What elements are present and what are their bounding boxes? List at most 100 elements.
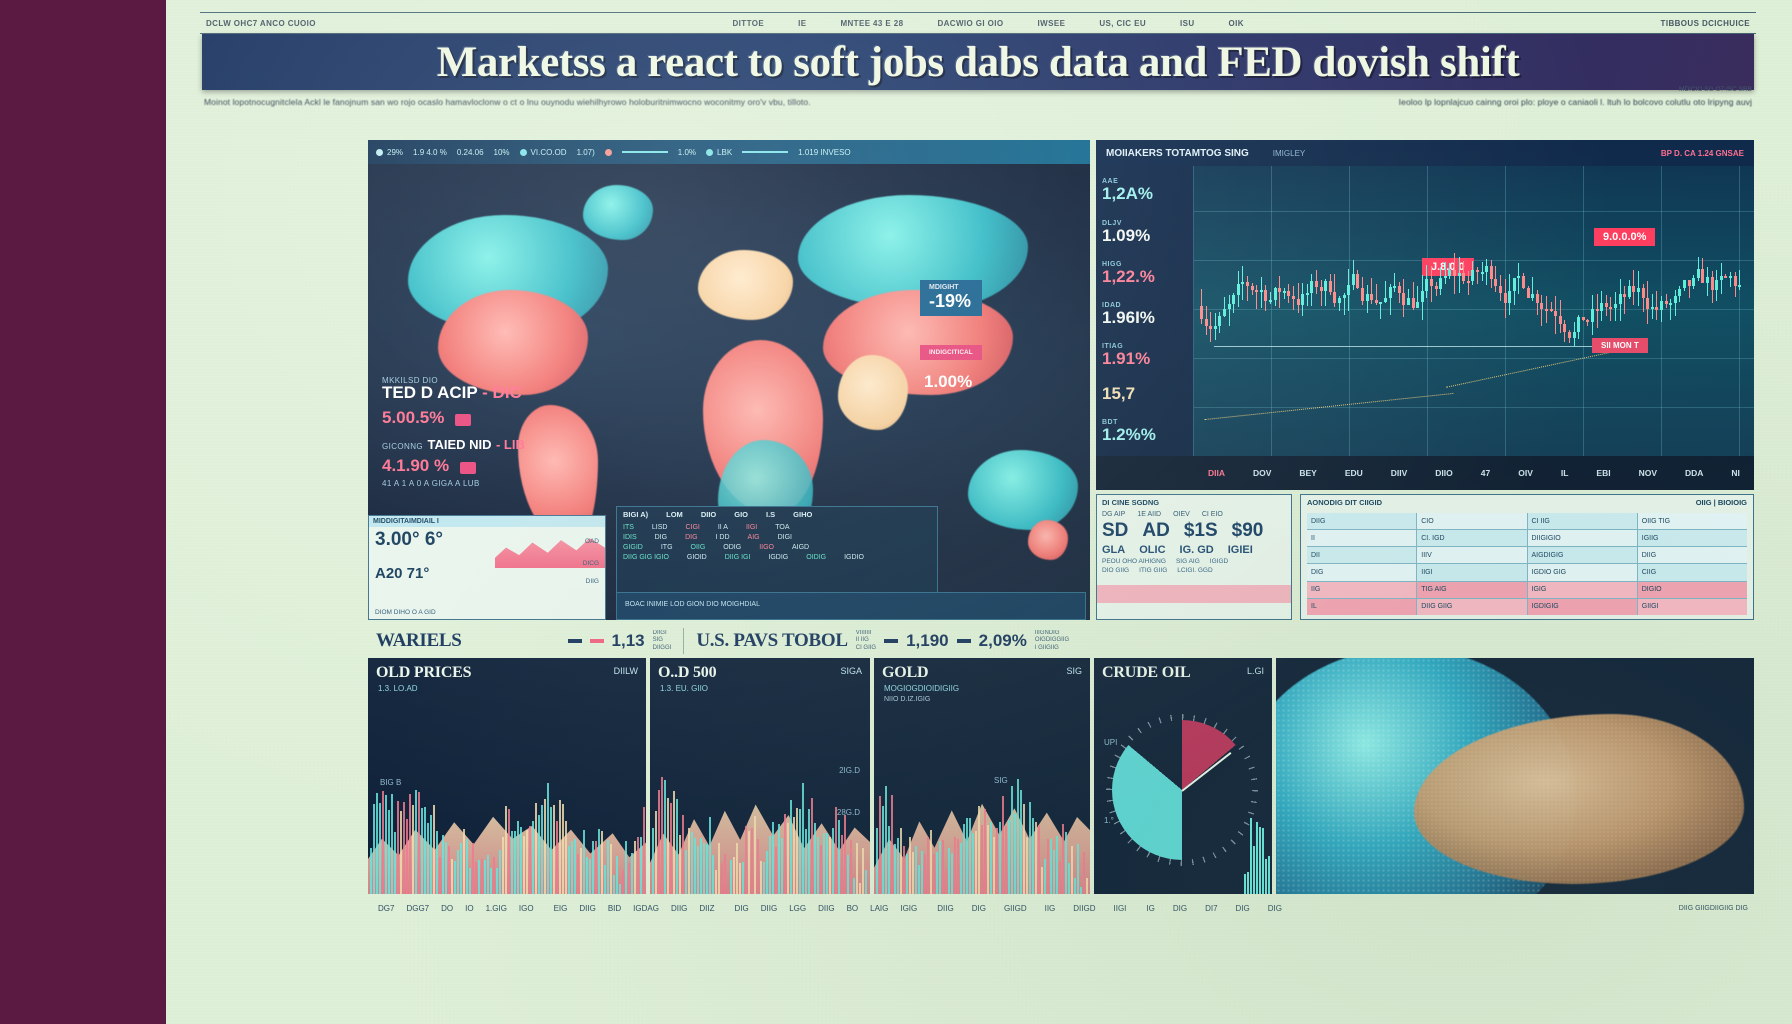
commodities-table[interactable]: AONODIG DIT CIIGID OIIG | BIOIOIG DIIG C… [1300, 494, 1754, 620]
commodities-grid[interactable]: DIIG CIO CI IIG OIIG TIG II CI. IGD DIIG… [1307, 513, 1747, 615]
mini-chart-spike [1259, 826, 1261, 894]
mini-chart-spike [1038, 825, 1040, 894]
table-row[interactable]: PEOU OHO AIHIGNG SIG AIG IGIGD [1097, 557, 1291, 566]
map-badge-primary[interactable]: MDIGIHT -19% [920, 280, 982, 316]
mini-chart-spike [927, 836, 929, 894]
mini-chart-spike [490, 867, 492, 894]
candlestick-plot[interactable]: J.8.0 0 9.0.0.0% SII MON T [1194, 166, 1754, 456]
candle-body [1476, 269, 1479, 272]
mini-chart-spike [658, 789, 660, 894]
mini-chart-spike [903, 846, 905, 894]
mini-chart-spike [948, 848, 950, 894]
axis-label: DIIG [760, 903, 778, 913]
axis-label: IO [465, 903, 474, 913]
fx-cell: LCIGI. GGD [1177, 567, 1213, 574]
nav-item-0[interactable]: DITTOE [732, 18, 765, 28]
map-stat-0-label: MKKILSD DIO [382, 376, 438, 385]
quote-cell: GIGID [623, 543, 643, 551]
candle-body [1595, 309, 1599, 312]
candle-body [1614, 303, 1617, 308]
price-flag-primary[interactable]: J.8.0 0 [1422, 258, 1474, 276]
quote-col-5: GIHO [793, 510, 813, 519]
table-row[interactable]: DIIG GIG IGIO GIOID DIIG IGI IGDIG OIDIG… [617, 552, 937, 562]
candle-body [1416, 301, 1420, 308]
candle-body [1678, 288, 1682, 297]
grid-cell: DIIGIGIO [1527, 530, 1637, 547]
candle-body [1554, 310, 1558, 317]
fx-mid-cell: IGIEI [1227, 544, 1253, 556]
table-row[interactable]: ITS LISD CIGI II A IIGI TOA [617, 522, 937, 532]
table-row[interactable]: DIO GIIG ITIG GIIG LCIGI. GGD [1097, 566, 1291, 575]
nav-item-2[interactable]: MNTEE 43 E 28 [840, 18, 904, 28]
mini-chart-spike [673, 791, 675, 894]
nav-item-1[interactable]: IE [798, 18, 807, 28]
grid-cell: IL [1307, 598, 1417, 615]
price-row-6: BDT 1.2%% [1102, 419, 1187, 444]
mini-chart-spike [448, 845, 450, 894]
nav-item-3[interactable]: DACWIO GI OIO [937, 18, 1004, 28]
chart-title-2: GOLD [882, 664, 929, 681]
candle-body [1328, 281, 1332, 293]
quote-cell: DIG [685, 533, 698, 541]
mini-chart-spike [987, 825, 989, 894]
axis-label: GIIGD [1003, 903, 1027, 913]
fx-summary-table[interactable]: DI CINE SGDNG DG AIP 1E AIID OIEV CI EIO… [1096, 494, 1292, 620]
nav-item-6[interactable]: ISU [1180, 18, 1195, 28]
candle-body [1342, 295, 1346, 299]
axis-tick: OIV [1518, 468, 1533, 478]
mini-chart-spike [760, 860, 762, 894]
chart-panel-sp500[interactable]: O..D 500 1.3. EU. GIIO SIGA 2IG.D 28G.D [650, 658, 870, 894]
candle-body [1223, 309, 1226, 316]
mini-chart-spike [538, 815, 540, 894]
candle-wick [1279, 275, 1281, 309]
mini-chart-spike [439, 856, 441, 894]
axis-label: DIG [1267, 903, 1283, 913]
nav-item-5[interactable]: US, CIC EU [1099, 18, 1146, 28]
mini-chart-spike [951, 852, 953, 894]
mini-chart-spike [766, 851, 768, 894]
mini-chart-spike [1035, 821, 1037, 894]
mini-chart-spike [1029, 802, 1031, 894]
map-badge-secondary[interactable]: INDIGCITICAL [920, 345, 982, 360]
mini-chart-spike [400, 811, 402, 894]
candle-body [1572, 331, 1576, 338]
mini-chart-spike [478, 860, 480, 894]
price-row-value: 15,7 [1102, 383, 1136, 403]
chart-panel-old-prices[interactable]: OLD PRICES 1.3. LO.AD DIILW BIG B [368, 658, 646, 894]
legend-item-1: 1.9 4.0 % [413, 147, 447, 157]
table-row[interactable]: IDIS DIG DIG I DD AIG DIGI [617, 532, 937, 542]
chart-panel-gold[interactable]: GOLD MOGIOGDIOIDIGIIG NIIO D.IZ.IGIG SIG… [874, 658, 1090, 894]
mini-chart-spike [388, 810, 390, 894]
mini-chart-spike [394, 832, 396, 894]
summary-big-value: 3.00° 6° [375, 529, 444, 550]
mini-chart-spike [1062, 824, 1064, 894]
axis-tick: IL [1560, 468, 1569, 478]
summary-table-left[interactable]: MIDDIGITAIMDIAIL I 3.00° 6° OAD DICG A20… [368, 515, 606, 620]
axis-tick: EBI [1596, 468, 1611, 478]
quote-cell: IIGO [759, 543, 774, 551]
candle-body [1646, 297, 1650, 310]
nav-item-4[interactable]: IWSEE [1037, 18, 1066, 28]
headline-banner: Marketss a react to soft jobs dabs data … [202, 34, 1754, 90]
chart-panel-crude-oil[interactable]: CRUDE OIL L.GI UPI 1.° [1094, 658, 1272, 894]
mini-chart-spike [769, 836, 771, 894]
mini-chart-spike [616, 856, 618, 894]
world-map-panel[interactable]: 29% 1.9 4.0 % 0.24.06 10% VI.CO.OD 1.07)… [368, 140, 1090, 620]
legend-item-3: 10% [493, 147, 510, 157]
mini-chart-spike [939, 840, 941, 894]
candle-body [1227, 303, 1231, 310]
axis-label: BO [846, 903, 859, 913]
price-flag-tertiary[interactable]: SII MON T [1592, 338, 1648, 353]
axis-label: DIG [734, 903, 749, 913]
quote-table-header: BIGI A) LOM DIIO GIO I.S GIHO [617, 507, 937, 522]
price-flag-secondary[interactable]: 9.0.0.0% [1594, 228, 1656, 246]
mini-chart-spike [436, 830, 438, 894]
mini-chart-spike [1077, 843, 1079, 894]
mini-chart-spike [1065, 831, 1067, 894]
nav-item-7[interactable]: OIK [1228, 18, 1244, 28]
table-row[interactable]: GIGID ITG OIIG ODIG IIGO AIGD [617, 542, 937, 552]
candle-body [1209, 325, 1213, 329]
candlestick-panel[interactable]: MOIIAKERS TOTAMTOG SING IMIGLEY BP D. CA… [1096, 140, 1754, 490]
mini-chart-spike [403, 802, 405, 894]
candle-wick [1463, 261, 1465, 284]
